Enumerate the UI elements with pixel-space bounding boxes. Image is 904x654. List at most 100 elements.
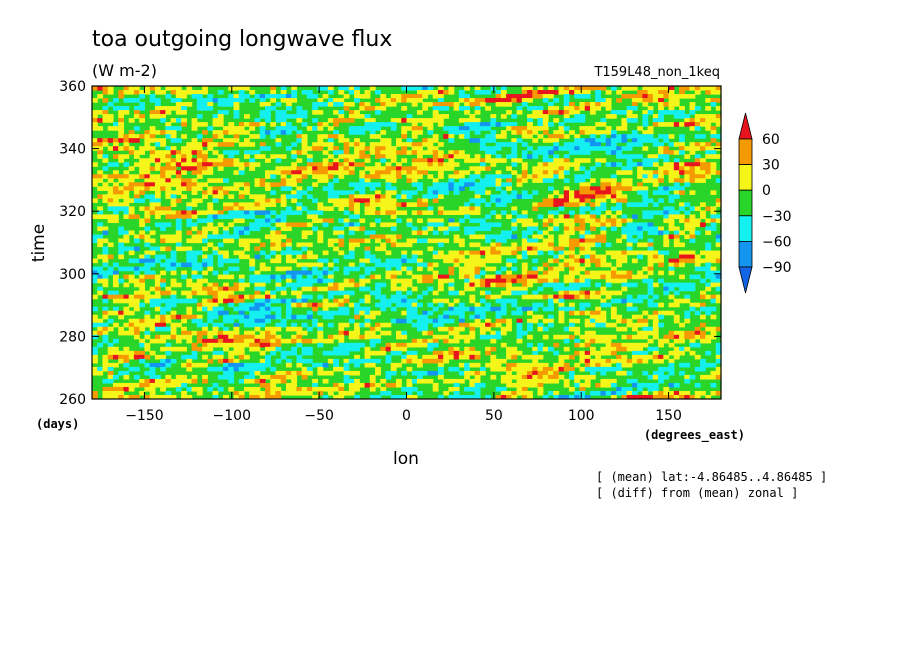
field-cell [700, 86, 706, 91]
field-cell [338, 330, 345, 336]
field-cell [186, 294, 193, 300]
field-cell [469, 98, 476, 103]
field-cell [390, 350, 397, 356]
field-cell [170, 126, 177, 131]
field-cell [469, 138, 476, 143]
field-cell [610, 358, 617, 364]
field-cell [432, 342, 439, 348]
field-cell [563, 290, 570, 296]
field-cell [112, 338, 119, 344]
field-cell [207, 102, 214, 107]
field-cell [170, 270, 177, 276]
field-cell [679, 282, 685, 288]
field-cell [107, 318, 114, 324]
field-cell [490, 182, 497, 187]
field-cell [694, 166, 701, 171]
field-cell [202, 298, 208, 304]
field-cell [458, 178, 465, 183]
field-cell [579, 222, 586, 228]
field-cell [616, 342, 623, 348]
field-cell [259, 274, 266, 280]
field-cell [212, 134, 219, 139]
field-cell [144, 250, 151, 256]
field-cell [233, 106, 240, 111]
field-cell [474, 250, 481, 256]
field-cell [338, 346, 345, 352]
field-cell [333, 286, 339, 292]
field-cell [684, 222, 691, 228]
field-cell [154, 274, 161, 280]
field-cell [579, 146, 586, 151]
field-cell [322, 102, 329, 107]
field-cell [301, 374, 308, 380]
field-cell [123, 182, 130, 187]
field-cell [621, 178, 628, 183]
field-cell [563, 346, 570, 352]
field-cell [112, 154, 119, 159]
field-cell [679, 262, 685, 268]
field-cell [202, 262, 208, 268]
field-cell [584, 362, 591, 368]
field-cell [652, 318, 659, 324]
field-cell [102, 182, 109, 187]
field-cell [112, 210, 119, 216]
field-cell [364, 346, 371, 352]
field-cell [238, 122, 245, 127]
field-cell [521, 266, 528, 272]
field-cell [118, 122, 125, 127]
field-cell [485, 326, 491, 332]
field-cell [621, 286, 628, 292]
field-cell [207, 306, 214, 312]
field-cell [354, 266, 360, 272]
field-cell [207, 298, 214, 304]
field-cell [689, 178, 696, 183]
field-cell [485, 306, 491, 312]
field-cell [700, 122, 706, 127]
field-cell [175, 150, 182, 155]
field-cell [186, 222, 193, 228]
field-cell [139, 218, 146, 224]
field-cell [343, 202, 350, 207]
field-cell [595, 270, 602, 276]
field-cell [542, 166, 549, 171]
field-cell [511, 114, 518, 119]
field-cell [616, 110, 623, 115]
field-cell [595, 334, 602, 340]
field-cell [181, 318, 187, 324]
field-cell [270, 274, 277, 280]
field-cell [673, 334, 680, 340]
field-cell [118, 238, 125, 244]
field-cell [401, 150, 408, 155]
field-cell [280, 318, 287, 324]
field-cell [679, 106, 685, 111]
field-cell [532, 358, 539, 364]
field-cell [369, 310, 376, 316]
field-cell [359, 298, 366, 304]
field-cell [217, 122, 224, 127]
field-cell [631, 186, 638, 191]
field-cell [396, 318, 402, 324]
field-cell [537, 354, 544, 360]
field-cell [474, 118, 481, 123]
field-cell [432, 110, 439, 115]
field-cell [537, 162, 544, 167]
field-cell [516, 246, 523, 252]
field-cell [249, 210, 256, 216]
field-cell [238, 350, 245, 356]
field-cell [647, 282, 654, 288]
field-cell [616, 170, 623, 175]
field-cell [223, 110, 229, 115]
field-cell [212, 162, 219, 167]
field-cell [694, 230, 701, 236]
field-cell [553, 154, 560, 159]
field-cell [102, 282, 109, 288]
field-cell [548, 250, 554, 256]
field-cell [312, 266, 318, 272]
field-cell [175, 242, 182, 248]
field-cell [710, 190, 717, 195]
field-cell [684, 298, 691, 304]
field-cell [139, 274, 146, 280]
field-cell [516, 178, 523, 183]
field-cell [112, 194, 119, 199]
field-cell [537, 110, 544, 115]
